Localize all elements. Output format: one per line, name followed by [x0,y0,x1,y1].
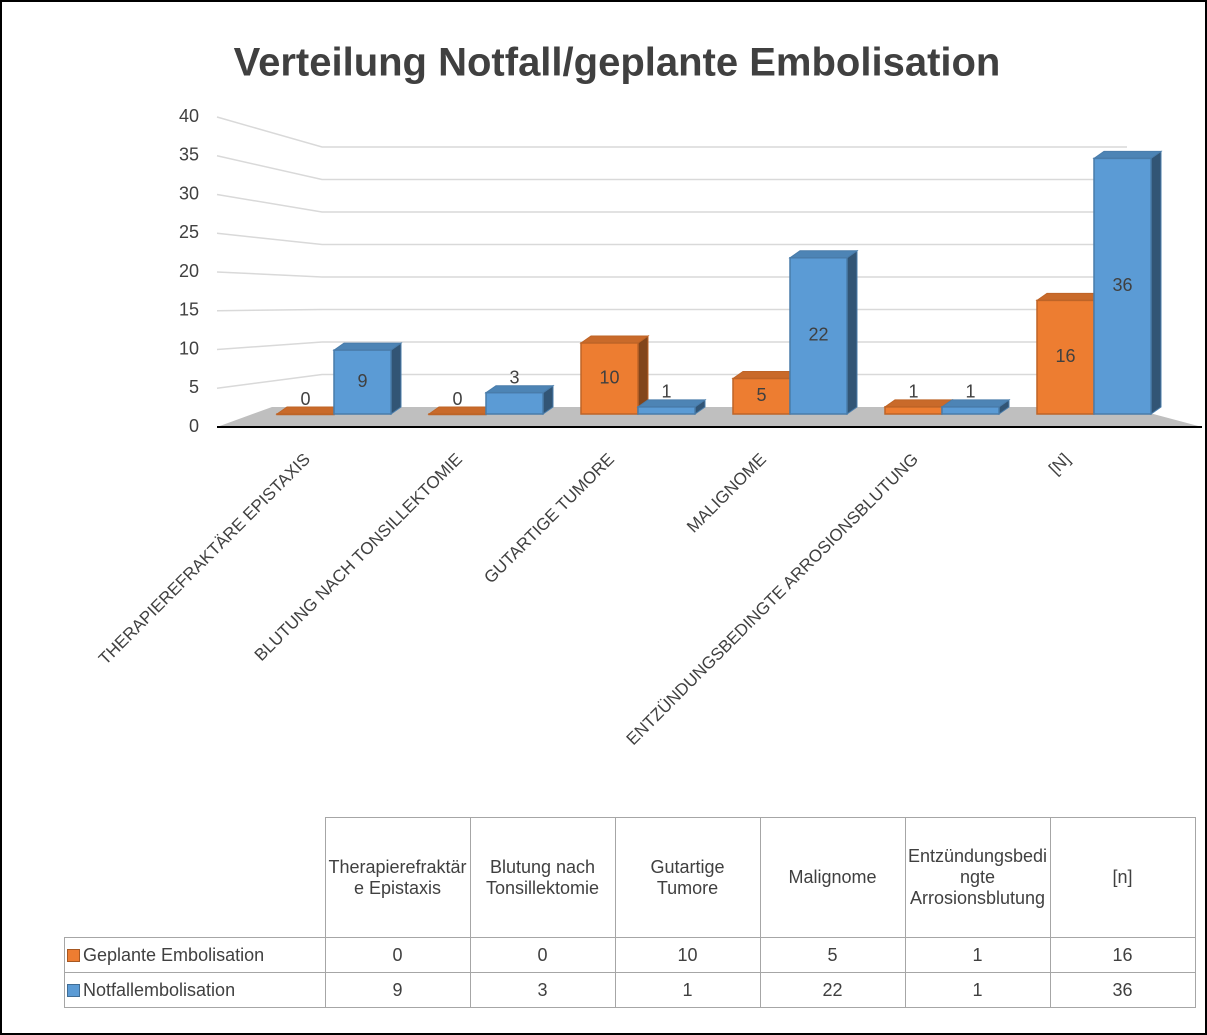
x-tick-label: Gutartige Tumore [480,450,618,588]
legend-label: Geplante Embolisation [83,944,265,965]
data-label: 10 [599,367,619,387]
bar-front [485,391,544,415]
x-tick-label: Entzündungsbedingte Arrosionsblutung [623,450,922,749]
table-cell: 10 [614,937,761,973]
y-tick-label: 25 [179,222,199,242]
grid-line [216,341,1127,351]
y-tick-label: 10 [179,338,199,358]
table-cell: 9 [324,972,471,1008]
bar [788,249,859,415]
bar-top [579,335,650,344]
legend-swatch [67,948,80,962]
bar-top [788,250,859,259]
bar-front [1093,157,1152,415]
data-label: 0 [452,389,462,409]
grid-line [216,373,1127,389]
table-header-cell: [n] [1049,817,1196,938]
data-table: Therapierefraktäre Epistaxis Blutung nach… [64,817,1196,1008]
bar-front [1036,299,1095,415]
bar [579,335,650,415]
table-cell: 1 [904,937,1051,973]
bar-front [884,406,943,415]
y-tick-label: 35 [179,145,199,165]
table-header-row: Therapierefraktäre Epistaxis Blutung nach… [65,817,1196,938]
y-tick-label: 40 [179,106,199,126]
data-label: 1 [965,382,975,402]
table-cell: 0 [469,937,616,973]
bar [484,384,555,415]
bar-side [846,249,858,415]
grid-line [216,155,1127,181]
bar-side [1150,150,1162,415]
table-header-cell: Therapierefraktäre Epistaxis [324,817,471,938]
bar-top [332,342,403,351]
data-label: 22 [808,325,828,345]
table-corner [65,818,326,938]
grid-line [216,193,1127,213]
grid-line [216,232,1127,246]
x-tick-label: [n] [1045,450,1074,479]
y-tick-label: 5 [189,377,199,397]
table-header-cell: Gutartige Tumore [614,817,761,938]
data-label: 1 [661,382,671,402]
bar [636,398,707,415]
legend-entry: Geplante Embolisation [64,937,326,973]
bar-front [637,406,696,415]
bar-front [428,413,487,416]
table-row: Geplante Embolisation 0 0 10 5 1 16 [64,937,1196,973]
x-tick-label: Malignome [683,450,770,537]
bar-front [333,349,392,415]
bar-front [580,342,639,415]
table-cell: 22 [759,972,906,1008]
data-label: 1 [908,382,918,402]
legend-label: Notfallembolisation [83,979,236,1000]
bar-side [390,342,402,415]
table-header-cell: Malignome [759,817,906,938]
table-header-cell: Blutung nach Tonsillektomie [469,817,616,938]
data-label: 5 [756,385,766,405]
table-cell: 1 [614,972,761,1008]
chart-title: Verteilung Notfall/geplante Embolisation [234,41,1001,85]
bar [332,342,403,415]
table-cell: 36 [1049,972,1196,1008]
grid-line [216,116,1127,148]
y-tick-label: 20 [179,261,199,281]
table-cell: 3 [469,972,616,1008]
bar [1092,150,1163,415]
data-label: 0 [300,389,310,409]
data-label: 9 [357,371,367,391]
table-header-cell: Entzündungsbedingte Arrosionsblutung [904,817,1051,938]
table-cell: 0 [324,937,471,973]
y-tick-label: 15 [179,300,199,320]
bar-front [941,406,1000,415]
legend-entry: Notfallembolisation [64,972,326,1008]
table-cell: 1 [904,972,1051,1008]
bar-top [1092,150,1163,159]
bar-front [276,413,335,416]
grid-line [216,308,1127,312]
grid-line [216,271,1127,278]
y-tick-label: 30 [179,183,199,203]
y-tick-label: 0 [189,416,199,436]
table-row: Notfallembolisation 9 3 1 22 1 36 [64,972,1196,1008]
bar [940,398,1011,415]
bar-front [789,257,848,415]
legend-swatch [67,983,80,997]
table-cell: 16 [1049,937,1196,973]
table-cell: 5 [759,937,906,973]
data-label: 16 [1055,346,1075,366]
data-label: 3 [509,367,519,387]
data-label: 36 [1112,275,1132,295]
